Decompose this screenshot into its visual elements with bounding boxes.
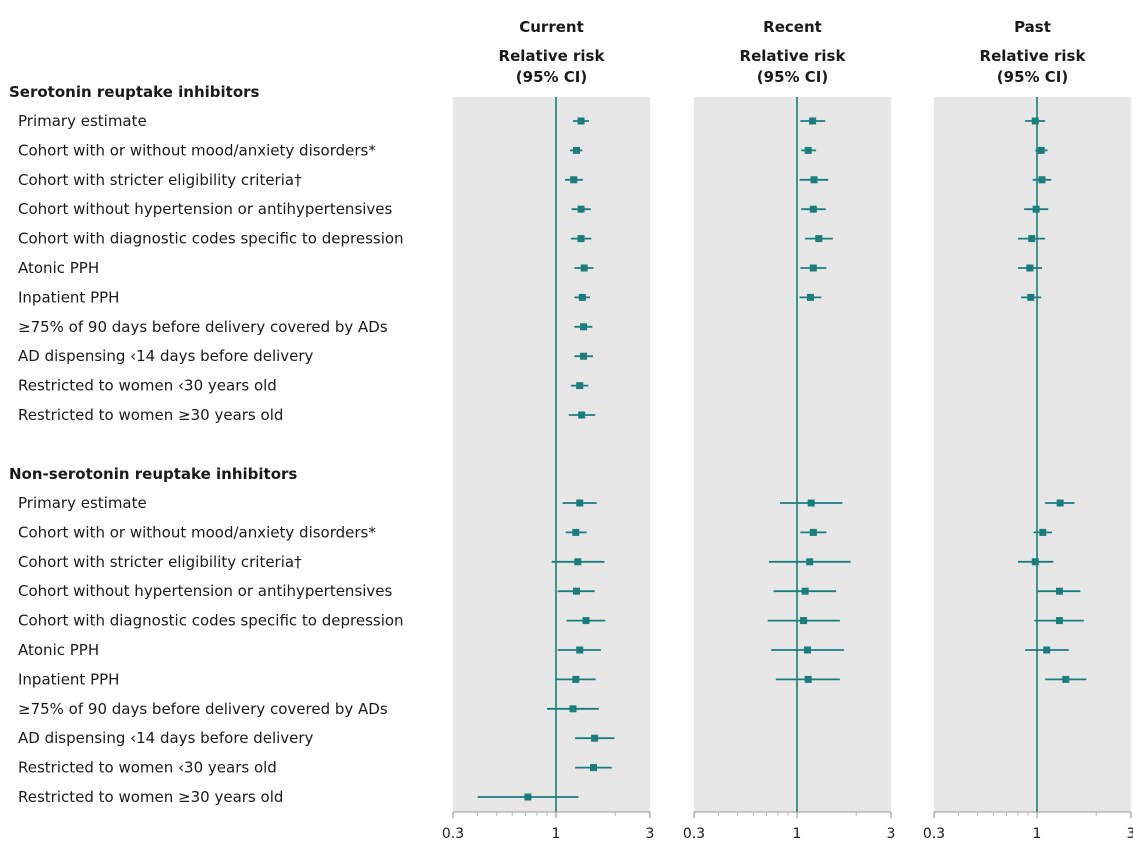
row-label: Atonic PPH xyxy=(18,641,99,659)
point-estimate xyxy=(580,352,588,360)
row-label: Cohort without hypertension or antihyper… xyxy=(18,582,393,600)
point-estimate xyxy=(569,705,577,713)
point-estimate xyxy=(1027,293,1035,301)
row-label: Restricted to women ‹30 years old xyxy=(18,759,277,777)
x-tick-label: 3 xyxy=(1127,826,1133,842)
point-estimate xyxy=(809,264,817,272)
point-estimate xyxy=(800,617,808,625)
point-estimate xyxy=(576,382,584,390)
panel-subtitle: Relative risk xyxy=(499,47,606,65)
point-estimate xyxy=(809,528,817,536)
row-label: Inpatient PPH xyxy=(18,670,119,688)
point-estimate xyxy=(582,617,590,625)
row-label: Cohort with stricter eligibility criteri… xyxy=(18,171,302,189)
point-estimate xyxy=(578,293,586,301)
panel-subtitle-ci: (95% CI) xyxy=(757,68,828,86)
row-label: AD dispensing ‹14 days before delivery xyxy=(18,729,314,747)
point-estimate xyxy=(1056,499,1064,507)
point-estimate xyxy=(1043,646,1051,654)
point-estimate xyxy=(810,176,818,184)
panel-background xyxy=(453,97,650,812)
row-label: ≥75% of 90 days before delivery covered … xyxy=(18,318,388,336)
point-estimate xyxy=(591,734,599,742)
point-estimate xyxy=(577,205,585,213)
point-estimate xyxy=(572,528,580,536)
point-estimate xyxy=(804,675,812,683)
row-label: ≥75% of 90 days before delivery covered … xyxy=(18,700,388,718)
row-label: Restricted to women ≥30 years old xyxy=(18,406,283,424)
row-label: Cohort with diagnostic codes specific to… xyxy=(18,612,404,630)
point-estimate xyxy=(572,146,580,154)
point-estimate xyxy=(1032,205,1040,213)
panel-background xyxy=(694,97,891,812)
point-estimate xyxy=(1031,117,1039,125)
row-label: Primary estimate xyxy=(18,494,147,512)
point-estimate xyxy=(801,587,809,595)
row-label: Atonic PPH xyxy=(18,259,99,277)
x-tick-label: 0.3 xyxy=(923,826,945,842)
row-label: Cohort with diagnostic codes specific to… xyxy=(18,230,404,248)
point-estimate xyxy=(1038,176,1046,184)
point-estimate xyxy=(809,205,817,213)
point-estimate xyxy=(580,323,588,331)
row-label: Cohort with stricter eligibility criteri… xyxy=(18,553,302,571)
panel-subtitle: Relative risk xyxy=(980,47,1087,65)
point-estimate xyxy=(803,646,811,654)
point-estimate xyxy=(1062,675,1070,683)
x-tick-label: 3 xyxy=(887,826,896,842)
panel-title: Recent xyxy=(763,18,822,36)
panel-title: Past xyxy=(1014,18,1051,36)
point-estimate xyxy=(1055,587,1063,595)
panel-subtitle-ci: (95% CI) xyxy=(516,68,587,86)
row-label: Restricted to women ≥30 years old xyxy=(18,788,283,806)
point-estimate xyxy=(577,117,585,125)
point-estimate xyxy=(574,558,582,566)
point-estimate xyxy=(1039,528,1047,536)
point-estimate xyxy=(806,293,814,301)
row-label: Restricted to women ‹30 years old xyxy=(18,377,277,395)
point-estimate xyxy=(806,558,814,566)
point-estimate xyxy=(807,499,815,507)
row-label: Primary estimate xyxy=(18,112,147,130)
x-tick-label: 1 xyxy=(1033,826,1042,842)
point-estimate xyxy=(1055,617,1063,625)
point-estimate xyxy=(1028,235,1036,243)
group-title: Non-serotonin reuptake inhibitors xyxy=(9,465,297,483)
point-estimate xyxy=(1037,146,1045,154)
point-estimate xyxy=(578,411,586,419)
point-estimate xyxy=(580,264,588,272)
point-estimate xyxy=(1026,264,1034,272)
row-label: Cohort with or without mood/anxiety diso… xyxy=(18,141,376,159)
panel-subtitle: Relative risk xyxy=(740,47,847,65)
point-estimate xyxy=(804,146,812,154)
point-estimate xyxy=(577,235,585,243)
panel-title: Current xyxy=(519,18,584,36)
x-tick-label: 1 xyxy=(552,826,561,842)
x-tick-label: 1 xyxy=(793,826,802,842)
panel-subtitle-ci: (95% CI) xyxy=(997,68,1068,86)
row-label: Cohort without hypertension or antihyper… xyxy=(18,200,393,218)
panel-background xyxy=(934,97,1131,812)
point-estimate xyxy=(572,675,580,683)
point-estimate xyxy=(572,587,580,595)
x-tick-label: 3 xyxy=(646,826,655,842)
point-estimate xyxy=(1031,558,1039,566)
point-estimate xyxy=(590,764,598,772)
group-title: Serotonin reuptake inhibitors xyxy=(9,83,260,101)
row-label: AD dispensing ‹14 days before delivery xyxy=(18,347,314,365)
point-estimate xyxy=(570,176,578,184)
row-label: Inpatient PPH xyxy=(18,288,119,306)
point-estimate xyxy=(576,646,584,654)
point-estimate xyxy=(576,499,584,507)
point-estimate xyxy=(815,235,823,243)
x-tick-label: 0.3 xyxy=(442,826,464,842)
x-tick-label: 0.3 xyxy=(683,826,705,842)
row-label: Cohort with or without mood/anxiety diso… xyxy=(18,523,376,541)
point-estimate xyxy=(809,117,817,125)
point-estimate xyxy=(524,793,532,801)
